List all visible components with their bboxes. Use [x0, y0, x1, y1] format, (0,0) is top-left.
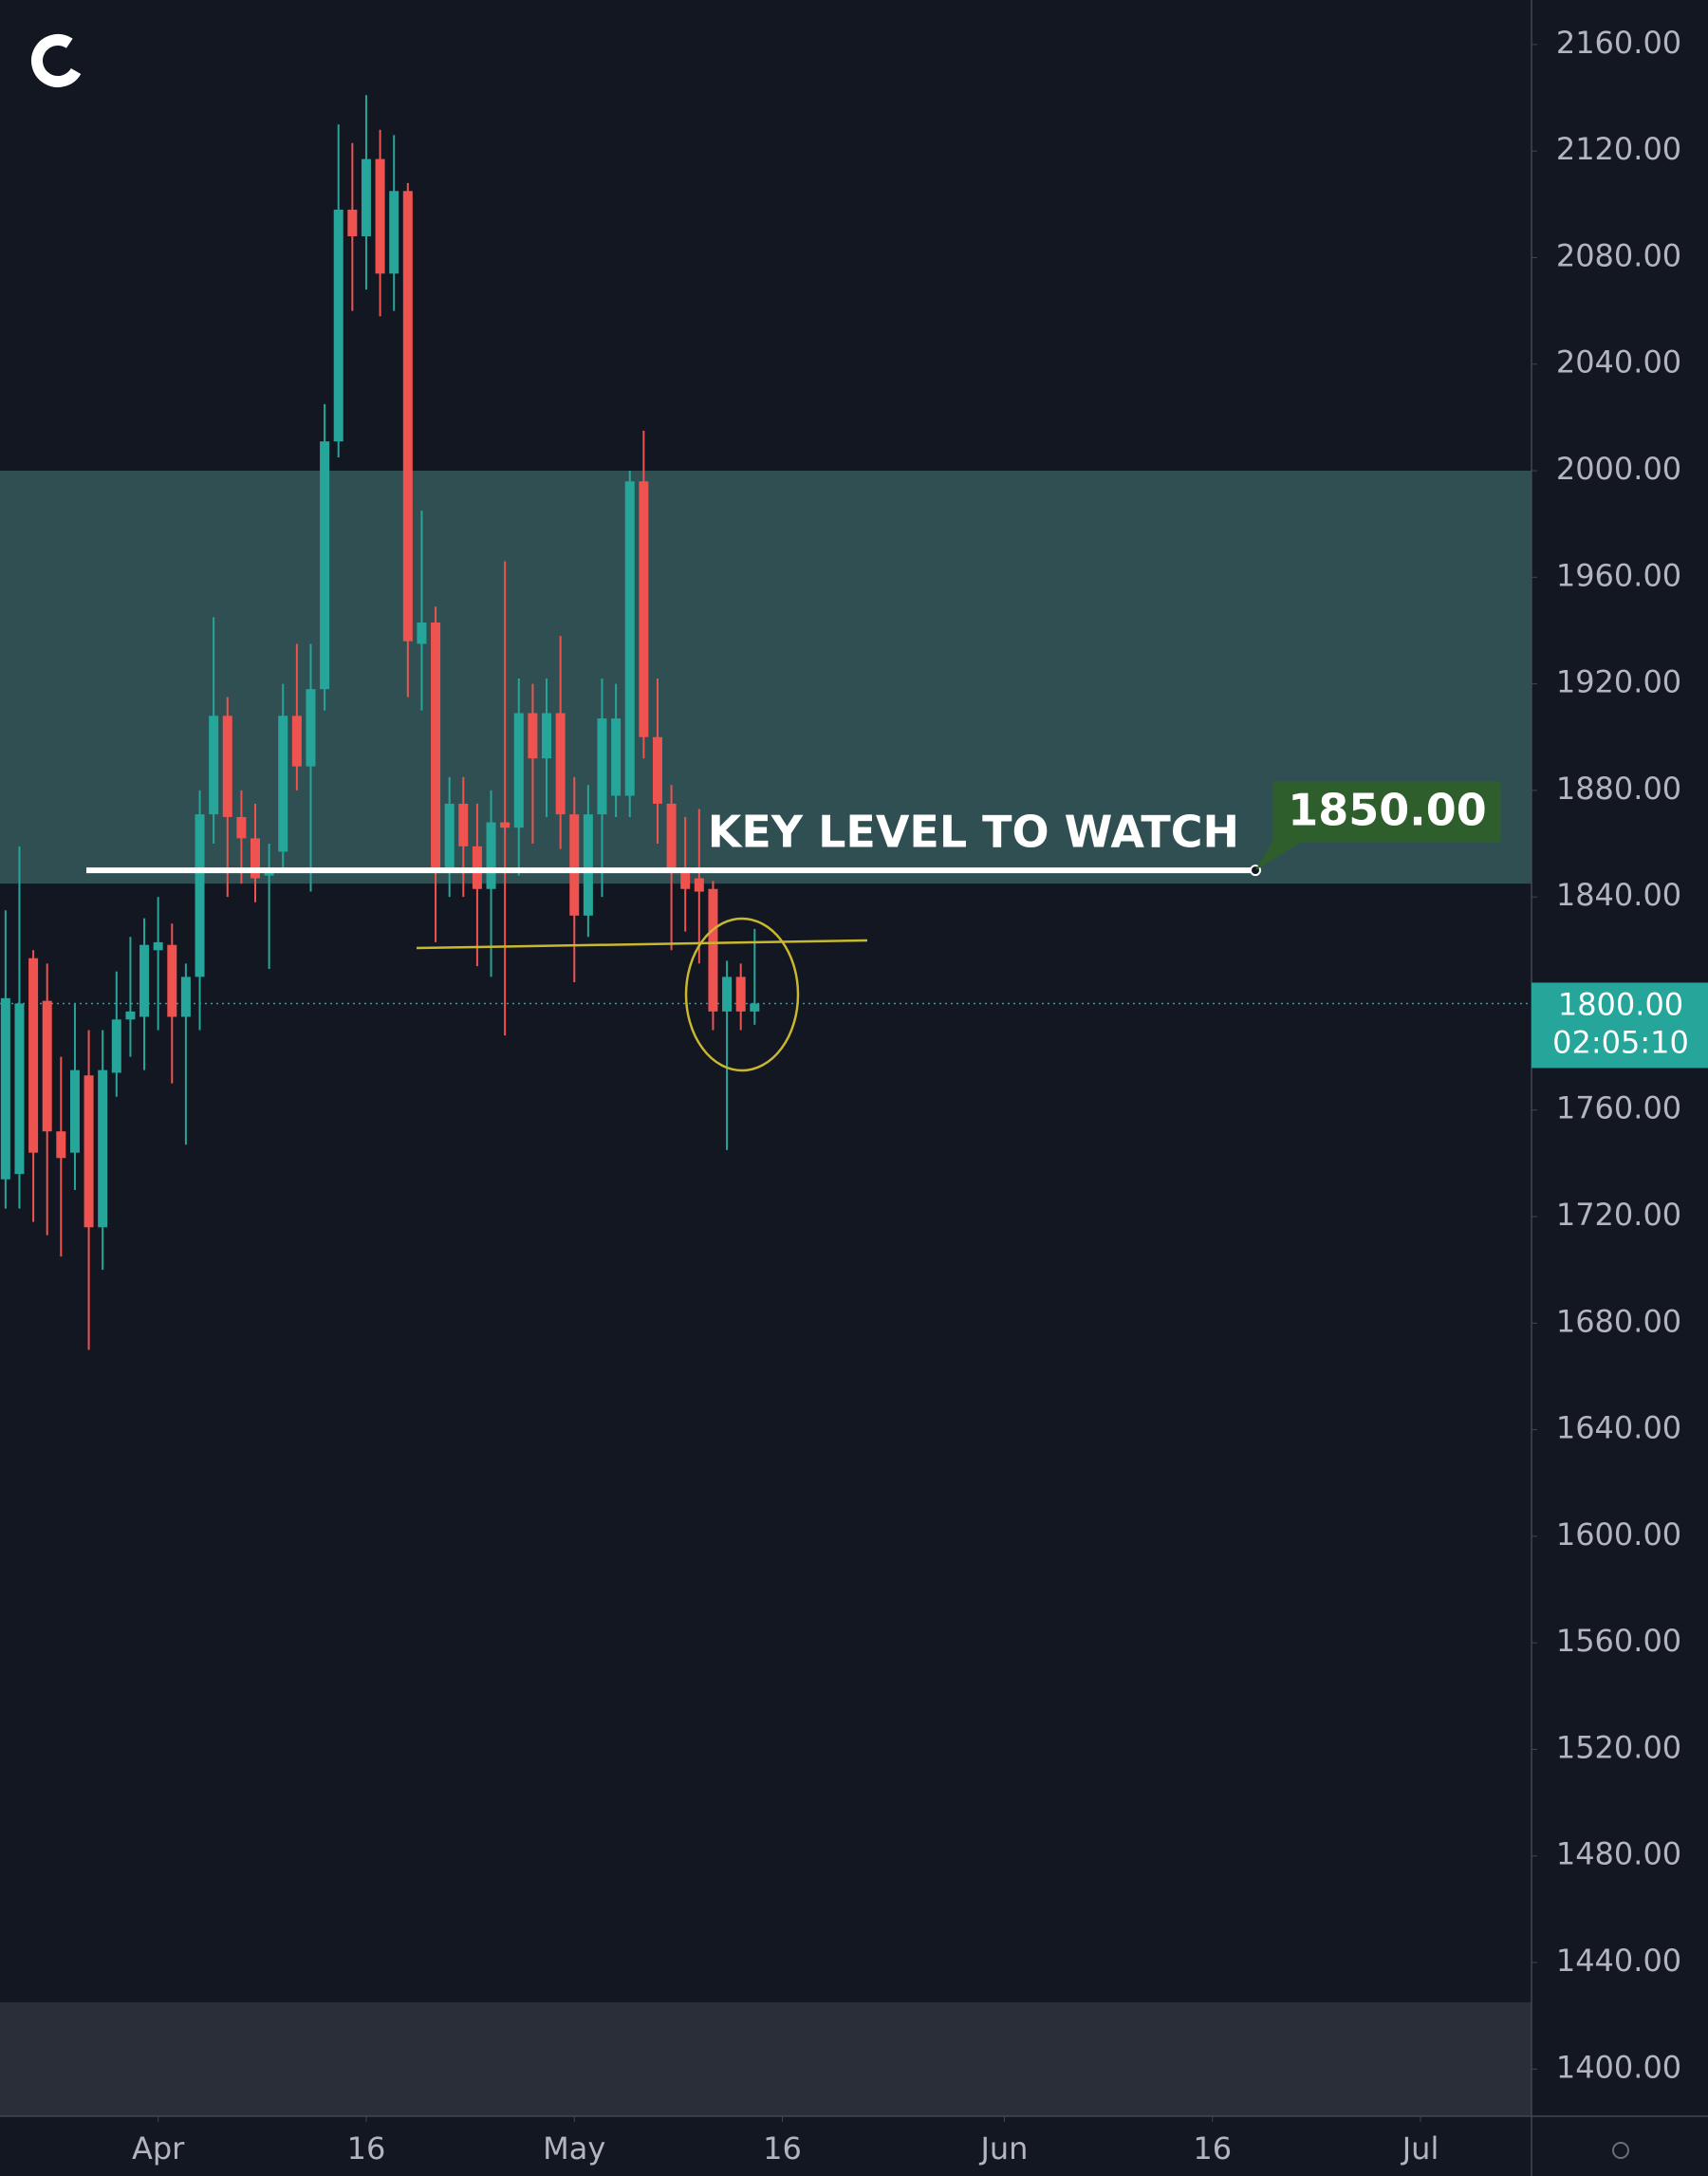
candle-body [236, 816, 247, 839]
candle-body [69, 1069, 80, 1153]
key-level-tag [1272, 781, 1501, 843]
y-tick-label: 2040.00 [1556, 344, 1681, 381]
x-tick-label: 16 [347, 2130, 386, 2167]
candle-body [722, 976, 733, 1012]
candle-body [417, 623, 427, 644]
candle-body [735, 976, 746, 1012]
y-tick-label: 1680.00 [1556, 1303, 1681, 1339]
y-tick-label: 1880.00 [1556, 771, 1681, 807]
hand-drawing [416, 917, 868, 1072]
bottom-band [0, 2002, 1532, 2116]
y-tick-label: 1560.00 [1556, 1623, 1681, 1659]
candle-body [666, 803, 677, 873]
candle-body [500, 822, 511, 828]
candle-body [458, 803, 469, 846]
candle-body [84, 1075, 94, 1228]
candle-body [750, 1003, 760, 1012]
y-tick-label: 2000.00 [1556, 451, 1681, 487]
candle-body [486, 822, 496, 889]
candle-body [306, 689, 316, 767]
candle-body [14, 1003, 25, 1175]
x-tick-label: May [543, 2130, 605, 2167]
y-tick-label: 1760.00 [1556, 1090, 1681, 1126]
candle-body [195, 814, 205, 977]
candle-body [431, 623, 441, 868]
candle-body [347, 209, 358, 236]
candles-layer [0, 95, 1532, 1350]
candle-body [56, 1131, 66, 1159]
candle-body [0, 997, 10, 1180]
y-tick-label: 1520.00 [1556, 1729, 1681, 1765]
candle-body [125, 1011, 136, 1020]
y-tick-label: 1640.00 [1556, 1410, 1681, 1446]
last-price-countdown: 02:05:10 [1552, 1024, 1689, 1060]
x-tick-label: Jun [978, 2130, 1028, 2167]
candle-body [708, 888, 718, 1012]
candle-body [583, 814, 593, 916]
x-tick-label: Apr [132, 2130, 185, 2167]
candle-body [278, 716, 288, 852]
candle-body [569, 814, 580, 916]
y-tick-label: 1920.00 [1556, 664, 1681, 700]
y-tick-label: 2120.00 [1556, 131, 1681, 167]
settings-icon [1612, 2142, 1629, 2159]
y-tick-label: 1600.00 [1556, 1516, 1681, 1553]
y-tick-label: 1960.00 [1556, 557, 1681, 593]
y-tick-label: 2080.00 [1556, 237, 1681, 273]
candle-body [375, 158, 385, 274]
candle-body [209, 716, 219, 815]
candle-body [180, 976, 191, 1017]
candle-body [320, 441, 330, 690]
candle-body [652, 736, 662, 804]
candle-body [555, 713, 566, 815]
candle-body [139, 944, 150, 1017]
candle-body [361, 158, 371, 236]
candle-body [42, 1000, 52, 1132]
key-level-tag-label: 1850.00 [1288, 785, 1487, 836]
candle-body [333, 209, 343, 442]
candle-body [611, 718, 622, 796]
x-tick-label: Jul [1401, 2130, 1439, 2167]
candle-body [402, 191, 413, 642]
y-tick-label: 1440.00 [1556, 1943, 1681, 1979]
candle-body [251, 838, 260, 879]
y-tick-label: 1480.00 [1556, 1836, 1681, 1872]
key-level-tag-pointer [1255, 835, 1300, 871]
candle-body [597, 718, 607, 815]
candle-body [680, 872, 691, 889]
candle-body [694, 878, 704, 892]
candle-body [444, 803, 455, 868]
candle-body [28, 958, 39, 1153]
x-tick-label: 16 [763, 2130, 802, 2167]
candle-body [528, 713, 538, 759]
candle-body [513, 713, 524, 828]
candle-body [542, 713, 552, 759]
candle-body [111, 1019, 121, 1073]
last-price-label: 1800.00 [1558, 986, 1683, 1022]
candle-body [389, 191, 399, 274]
y-tick-label: 2160.00 [1556, 25, 1681, 61]
y-tick-label: 1400.00 [1556, 2049, 1681, 2085]
key-level-text: KEY LEVEL TO WATCH [708, 807, 1239, 858]
last-price-box [1532, 982, 1708, 1069]
candle-body [624, 481, 635, 796]
x-tick-label: 16 [1193, 2130, 1232, 2167]
candle-body [222, 716, 232, 817]
candle-body [98, 1069, 108, 1228]
candle-body [639, 481, 649, 737]
y-tick-label: 1840.00 [1556, 877, 1681, 913]
logo [31, 34, 84, 87]
candle-body [291, 716, 302, 767]
y-tick-label: 1720.00 [1556, 1197, 1681, 1233]
candle-body [167, 944, 177, 1017]
candle-body [153, 941, 163, 951]
